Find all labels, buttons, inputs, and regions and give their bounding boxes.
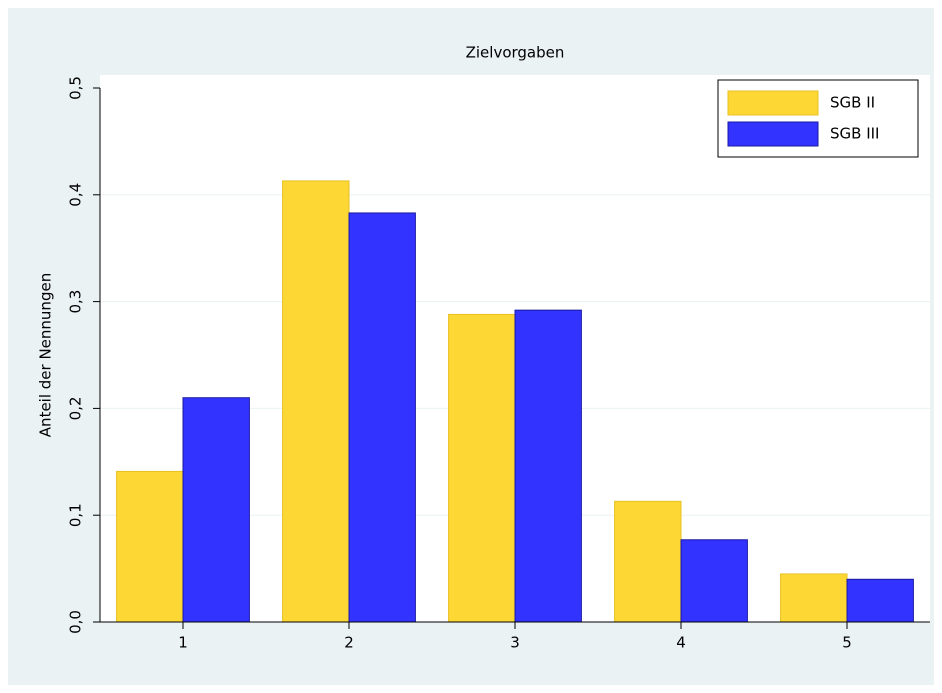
y-tick-label: 0,3 — [67, 290, 85, 314]
x-tick-label: 3 — [510, 634, 520, 652]
legend-swatch — [727, 121, 819, 147]
bar — [448, 313, 516, 623]
y-tick-label: 0,2 — [67, 396, 85, 420]
y-axis-title: Anteil der Nennungen — [37, 273, 55, 437]
x-tick-label: 4 — [676, 634, 686, 652]
bar — [846, 578, 914, 623]
legend-swatch — [727, 90, 819, 116]
bar — [182, 397, 250, 623]
bar — [282, 180, 350, 623]
bar — [614, 500, 682, 623]
y-tick-label: 0,4 — [67, 183, 85, 207]
bar — [116, 470, 184, 623]
bar — [348, 212, 416, 623]
bar — [514, 309, 582, 623]
bar — [780, 573, 848, 623]
y-tick-label: 0,0 — [67, 610, 85, 634]
legend-label: SGB III — [830, 125, 879, 143]
y-tick-label: 0,1 — [67, 503, 85, 527]
x-tick-label: 5 — [842, 634, 852, 652]
x-tick-label: 1 — [178, 634, 188, 652]
y-tick-label: 0,5 — [67, 76, 85, 100]
x-tick-label: 2 — [344, 634, 354, 652]
chart-title: Zielvorgaben — [466, 44, 565, 62]
legend-label: SGB II — [830, 94, 875, 112]
bar — [680, 539, 748, 623]
